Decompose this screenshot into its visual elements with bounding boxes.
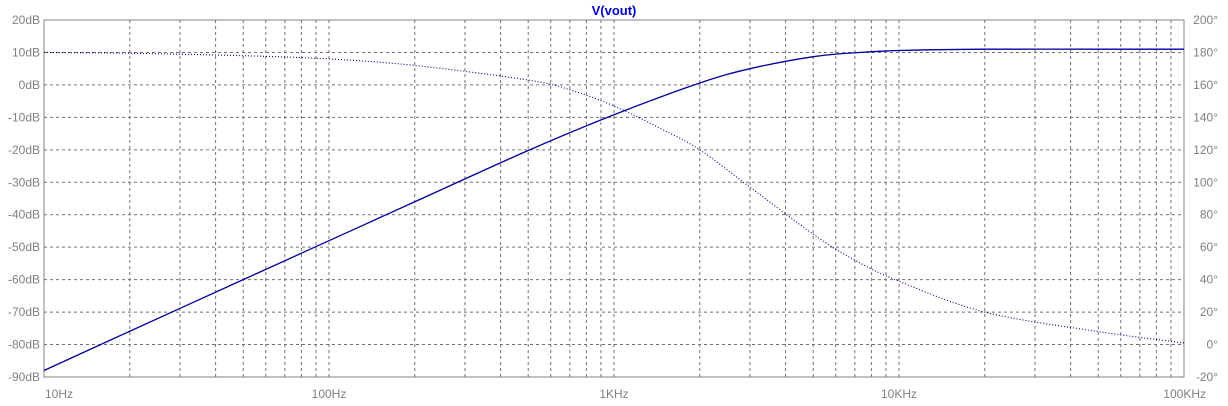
- series: [43, 48, 1185, 372]
- right-tick-label: 0°: [1207, 338, 1219, 352]
- right-tick-label: 140°: [1193, 110, 1218, 124]
- x-tick-label: 1KHz: [599, 387, 628, 401]
- left-tick-label: 10dB: [12, 45, 40, 59]
- left-tick-label: -80dB: [8, 338, 40, 352]
- right-tick-label: 120°: [1193, 143, 1218, 157]
- right-tick-label: 160°: [1193, 78, 1218, 92]
- x-tick-label: 10KHz: [881, 387, 917, 401]
- x-axis-tick-labels: 10Hz 100Hz 1KHz 10KHz 100KHz: [45, 387, 1206, 401]
- right-tick-label: 180°: [1193, 45, 1218, 59]
- magnitude-series-line: [43, 48, 1184, 372]
- phase-series-line: [43, 51, 1185, 344]
- right-tick-label: 40°: [1200, 273, 1218, 287]
- left-tick-label: -20dB: [8, 143, 40, 157]
- left-tick-label: 20dB: [12, 13, 40, 27]
- left-tick-label: -70dB: [8, 305, 40, 319]
- left-tick-label: -10dB: [8, 110, 40, 124]
- left-tick-label: -30dB: [8, 175, 40, 189]
- left-tick-label: -90dB: [8, 370, 40, 384]
- right-tick-label: 80°: [1200, 208, 1218, 222]
- x-tick-label: 100KHz: [1163, 387, 1206, 401]
- chart-title: V(vout): [592, 3, 637, 18]
- left-axis-tick-labels: 20dB 10dB 0dB -10dB -20dB -30dB -40dB -50dB -60d…: [8, 13, 40, 384]
- right-tick-label: 200°: [1193, 13, 1218, 27]
- left-tick-label: -50dB: [8, 240, 40, 254]
- right-tick-label: 60°: [1200, 240, 1218, 254]
- left-tick-label: 0dB: [19, 78, 40, 92]
- left-tick-label: -40dB: [8, 208, 40, 222]
- plot-frame: [43, 19, 1185, 378]
- right-tick-label: 100°: [1193, 175, 1218, 189]
- x-tick-label: 10Hz: [45, 387, 73, 401]
- right-axis-tick-labels: 200° 180° 160° 140° 120° 100° 80° 60° 40° 20° 0° -2…: [1193, 13, 1218, 384]
- x-tick-label: 100Hz: [312, 387, 347, 401]
- right-tick-label: 20°: [1200, 305, 1218, 319]
- right-tick-label: -20°: [1196, 370, 1218, 384]
- left-tick-label: -60dB: [8, 273, 40, 287]
- grid: [44, 20, 1184, 377]
